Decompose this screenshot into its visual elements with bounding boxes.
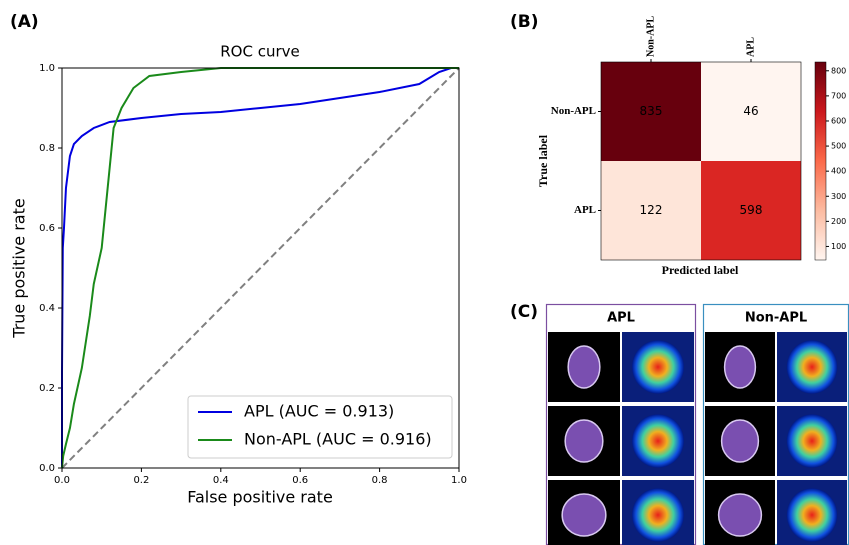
panel-label: (B) [510, 12, 539, 32]
figure: (A) (B) (C) ROC curve False positive rat… [0, 0, 849, 545]
x-tick-label: 0.2 [133, 475, 149, 486]
x-tick-label: 0.8 [372, 475, 388, 486]
attention-map [632, 488, 684, 541]
attention-map [632, 414, 684, 467]
panel-label: (C) [510, 302, 538, 322]
cell-shape [568, 346, 600, 388]
cell-value: 835 [640, 104, 663, 118]
x-tick-label: 0.4 [213, 475, 229, 486]
attention-map [632, 340, 684, 393]
colorbar-tick-label: 300 [831, 192, 846, 201]
cell-shape [722, 420, 759, 462]
y-tick-label: 0.6 [39, 223, 55, 234]
colorbar-tick-label: 700 [831, 91, 846, 100]
cell-shape [565, 420, 603, 462]
x-tick-label: Non-APL [645, 16, 656, 57]
legend-label: Non-APL (AUC = 0.916) [244, 430, 432, 449]
y-tick-label: 0.2 [39, 383, 55, 394]
colorbar-tick-label: 800 [831, 66, 846, 75]
cell-value: 46 [743, 104, 758, 118]
image-group-title: Non-APL [745, 311, 807, 326]
cell-shape [725, 346, 756, 388]
panel-label: (A) [10, 12, 39, 32]
chart-title: ROC curve [220, 43, 300, 61]
y-tick-label: 0.8 [39, 143, 55, 154]
cell-shape [719, 494, 762, 536]
cell-value: 598 [740, 203, 763, 217]
x-tick-label: 0.6 [292, 475, 308, 486]
legend-label: APL (AUC = 0.913) [244, 402, 394, 421]
x-axis-label: Predicted label [662, 263, 739, 277]
y-tick-label: APL [574, 204, 596, 216]
page: (A) (B) (C) ROC curve False positive rat… [0, 0, 849, 545]
colorbar-tick-label: 400 [831, 167, 846, 176]
image-group-title: APL [607, 311, 635, 326]
cell-value: 122 [640, 203, 663, 217]
y-tick-label: 0.0 [39, 463, 55, 474]
attention-map [787, 488, 837, 541]
y-tick-label: Non-APL [551, 105, 596, 117]
colorbar-tick-label: 500 [831, 142, 846, 151]
colorbar [815, 62, 826, 260]
colorbar-tick-label: 200 [831, 217, 846, 226]
y-axis-label: True label [536, 134, 550, 187]
attention-map [787, 340, 837, 393]
x-axis-label: False positive rate [187, 488, 333, 507]
y-tick-label: 0.4 [39, 303, 55, 314]
x-tick-label: 1.0 [451, 475, 467, 486]
x-tick-label: APL [745, 37, 756, 57]
colorbar-tick-label: 600 [831, 116, 846, 125]
colorbar-tick-label: 100 [831, 242, 846, 251]
x-tick-label: 0.0 [54, 475, 70, 486]
y-tick-label: 1.0 [39, 63, 55, 74]
y-axis-label: True positive rate [10, 198, 29, 338]
cell-shape [562, 494, 606, 536]
attention-map [787, 414, 837, 467]
